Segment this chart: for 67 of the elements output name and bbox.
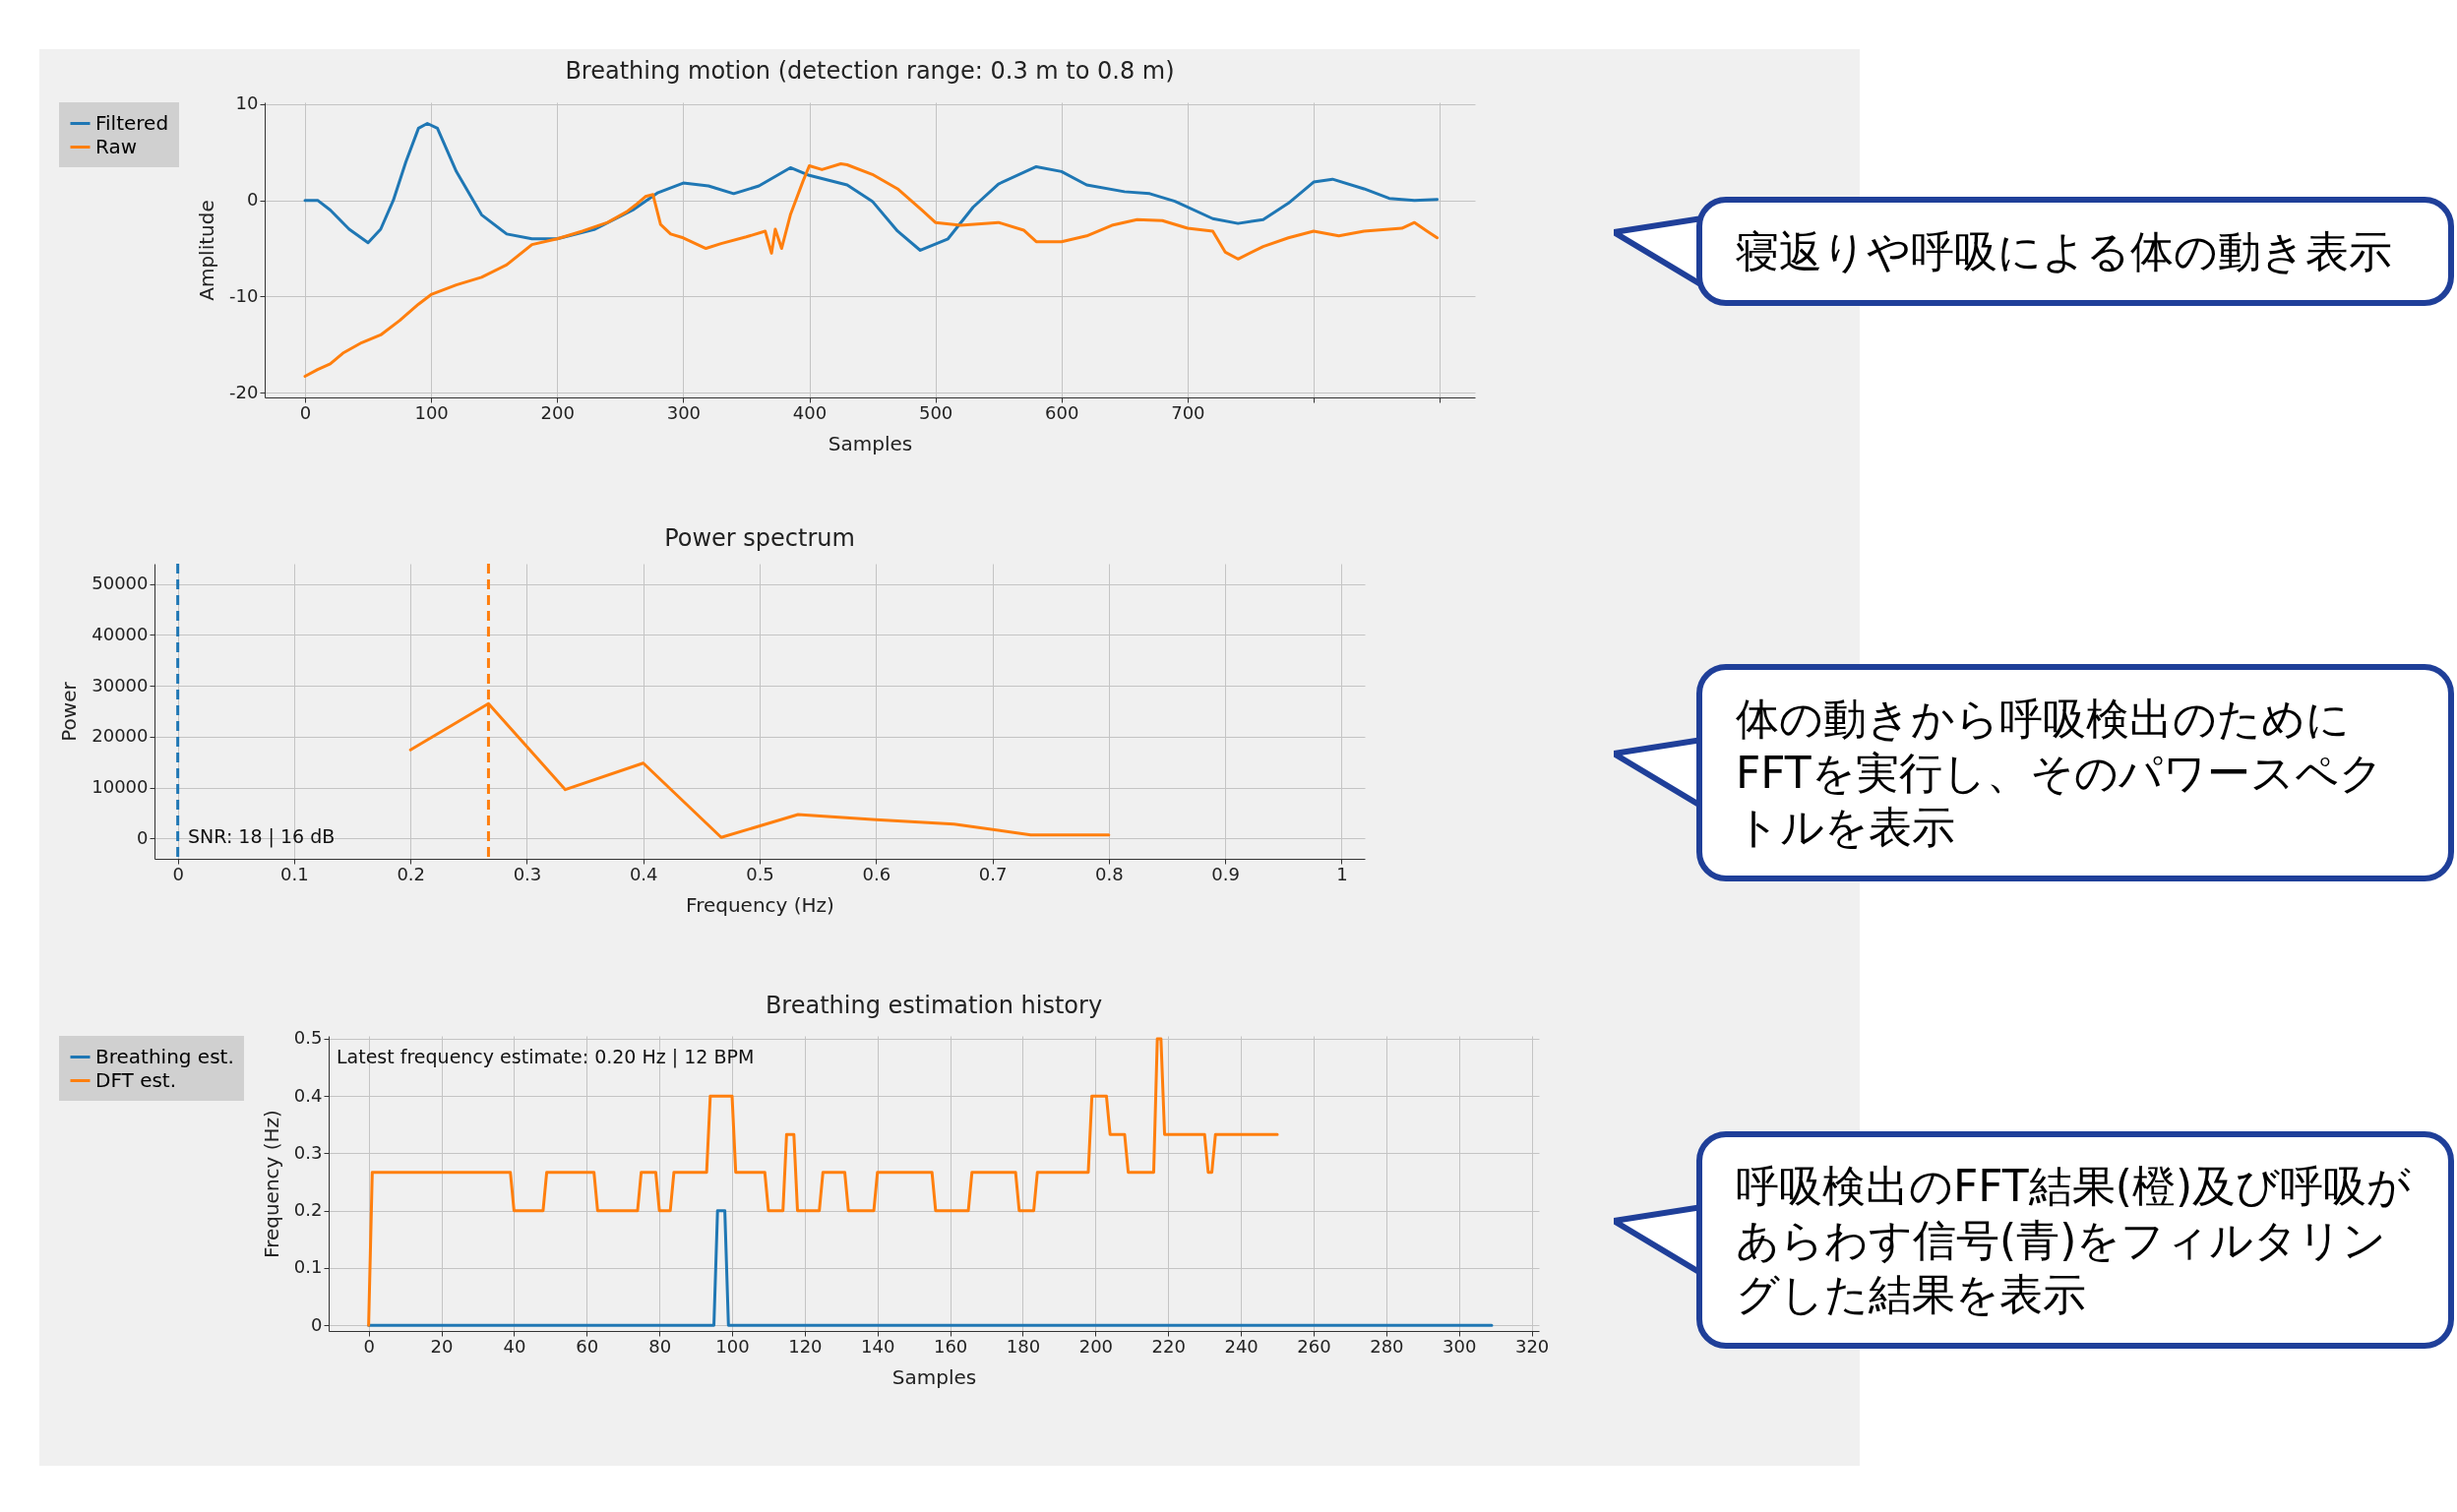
y-tick-label: 0 [137,826,149,848]
y-axis-title: Power [57,681,82,742]
x-tick-label: 60 [576,1335,599,1357]
x-tick-label: 500 [918,401,953,423]
annotation: SNR: 18 | 16 dB [188,825,336,848]
x-tick-label: 240 [1224,1335,1259,1357]
y-tick-label: 0.5 [293,1027,323,1049]
chart-title: Power spectrum [664,523,855,552]
y-tick-label: 0.2 [293,1199,323,1221]
x-tick-label: 0.4 [629,863,658,884]
x-tick-label: 280 [1370,1335,1404,1357]
x-tick-label: 320 [1514,1335,1550,1357]
line-series [303,122,1440,252]
x-tick-label: 0.9 [1211,863,1240,884]
y-tick-label: 40000 [92,623,149,644]
x-axis-title: Samples [828,431,913,455]
x-tick-label: 80 [648,1335,672,1357]
x-tick-label: 0.5 [746,863,774,884]
chart-title: Breathing estimation history [765,991,1103,1019]
y-tick-label: 0.1 [293,1256,323,1278]
y-tick-label: 0.3 [293,1141,323,1163]
x-tick-label: 300 [1443,1335,1477,1357]
x-tick-label: 40 [503,1335,526,1357]
x-tick-label: 0 [363,1335,375,1357]
x-tick-label: 120 [788,1335,823,1357]
x-tick-label: 700 [1171,401,1205,423]
x-tick-label: 300 [666,401,702,423]
x-tick-label: 0.2 [397,863,426,884]
x-tick-label: 140 [861,1335,895,1357]
x-tick-label: 0.6 [862,863,891,884]
y-tick-label: 50000 [92,573,149,594]
x-tick-label: 180 [1006,1335,1041,1357]
y-axis-title: Amplitude [195,200,219,301]
y-tick-label: 30000 [92,674,149,696]
x-tick-label: 600 [1045,401,1079,423]
y-tick-label: -10 [229,284,259,306]
legend-label: Filtered [95,110,169,135]
x-tick-label: 160 [933,1335,968,1357]
y-tick-label: -20 [229,381,259,402]
x-tick-label: 0.8 [1094,863,1124,884]
line-series [303,162,1440,378]
y-tick-label: 0 [311,1313,323,1335]
x-tick-label: 220 [1151,1335,1186,1357]
y-tick-label: 10 [235,92,259,114]
x-tick-label: 200 [1078,1335,1114,1357]
x-tick-label: 200 [540,401,575,423]
chart-title: Breathing motion (detection range: 0.3 m to 0.8 m) [565,56,1175,85]
y-tick-label: 0.4 [293,1084,323,1106]
x-tick-label: 100 [715,1335,750,1357]
y-tick-label: 20000 [92,725,149,747]
legend-label: Breathing est. [95,1044,234,1068]
x-axis-title: Frequency (Hz) [686,892,834,917]
x-tick-label: 100 [414,401,449,423]
x-tick-label: 0.3 [513,863,542,884]
y-axis-title: Frequency (Hz) [259,1110,283,1258]
y-tick-label: 0 [247,189,259,211]
y-tick-label: 10000 [92,776,149,798]
x-axis-title: Samples [891,1364,977,1389]
legend-label: Raw [95,134,138,158]
x-tick-label: 1 [1336,863,1348,884]
x-tick-label: 0 [172,863,184,884]
x-tick-label: 260 [1297,1335,1331,1357]
annotation: Latest frequency estimate: 0.20 Hz | 12 BPM [337,1046,755,1068]
x-tick-label: 400 [792,401,828,423]
x-tick-label: 20 [430,1335,454,1357]
x-tick-label: 0.7 [978,863,1008,884]
legend-label: DFT est. [95,1067,177,1092]
